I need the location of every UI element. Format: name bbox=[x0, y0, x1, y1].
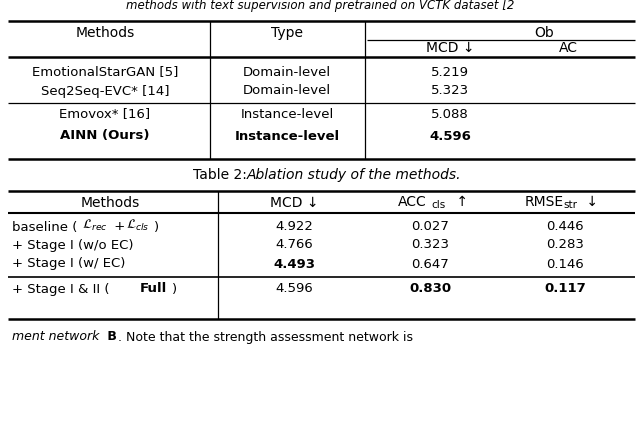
Text: $\mathcal{L}_{rec}$: $\mathcal{L}_{rec}$ bbox=[82, 218, 108, 233]
Text: Ablation study of the methods.: Ablation study of the methods. bbox=[247, 168, 461, 182]
Text: Domain-level: Domain-level bbox=[243, 66, 331, 79]
Text: ment network: ment network bbox=[12, 330, 99, 344]
Text: Domain-level: Domain-level bbox=[243, 85, 331, 97]
Text: . Note that the strength assessment network is: . Note that the strength assessment netw… bbox=[118, 330, 413, 344]
Text: 0.283: 0.283 bbox=[546, 239, 584, 251]
Text: ↑: ↑ bbox=[452, 194, 468, 208]
Text: Full: Full bbox=[140, 283, 167, 296]
Text: 5.088: 5.088 bbox=[431, 108, 469, 121]
Text: AC: AC bbox=[559, 41, 577, 55]
Text: Table 2:: Table 2: bbox=[193, 168, 252, 182]
Text: + Stage I & II (: + Stage I & II ( bbox=[12, 283, 109, 296]
Text: methods with text supervision and pretrained on VCTK dataset [2: methods with text supervision and pretra… bbox=[126, 0, 514, 12]
Text: ): ) bbox=[172, 283, 177, 296]
Text: 0.027: 0.027 bbox=[411, 221, 449, 233]
Text: 0.446: 0.446 bbox=[546, 221, 584, 233]
Text: 0.117: 0.117 bbox=[544, 283, 586, 296]
Text: Methods: Methods bbox=[81, 196, 140, 210]
Text: 5.219: 5.219 bbox=[431, 66, 469, 79]
Text: 4.493: 4.493 bbox=[273, 257, 315, 271]
Text: 0.323: 0.323 bbox=[411, 239, 449, 251]
Text: baseline (: baseline ( bbox=[12, 221, 77, 233]
Text: + Stage I (w/ EC): + Stage I (w/ EC) bbox=[12, 257, 125, 271]
Text: $\mathcal{L}_{cls}$: $\mathcal{L}_{cls}$ bbox=[126, 218, 150, 233]
Text: AINN (Ours): AINN (Ours) bbox=[60, 130, 150, 142]
Text: ↓: ↓ bbox=[582, 194, 598, 208]
Text: Instance-level: Instance-level bbox=[241, 108, 333, 121]
Text: + Stage I (w/o EC): + Stage I (w/o EC) bbox=[12, 239, 134, 251]
Text: Emovox* [16]: Emovox* [16] bbox=[60, 108, 150, 121]
Text: ACC: ACC bbox=[398, 194, 427, 208]
Text: Instance-level: Instance-level bbox=[234, 130, 340, 142]
Text: MCD ↓: MCD ↓ bbox=[269, 196, 318, 210]
Text: 4.766: 4.766 bbox=[275, 239, 313, 251]
Text: 5.323: 5.323 bbox=[431, 85, 469, 97]
Text: Methods: Methods bbox=[76, 26, 134, 40]
Text: MCD ↓: MCD ↓ bbox=[426, 41, 474, 55]
Text: cls: cls bbox=[431, 200, 445, 211]
Text: 0.647: 0.647 bbox=[411, 257, 449, 271]
Text: 0.146: 0.146 bbox=[546, 257, 584, 271]
Text: 4.922: 4.922 bbox=[275, 221, 313, 233]
Text: ): ) bbox=[154, 221, 159, 233]
Text: +: + bbox=[110, 221, 129, 233]
Text: 4.596: 4.596 bbox=[429, 130, 471, 142]
Text: RMSE: RMSE bbox=[525, 194, 564, 208]
Text: EmotionalStarGAN [5]: EmotionalStarGAN [5] bbox=[32, 66, 178, 79]
Text: Type: Type bbox=[271, 26, 303, 40]
Text: 0.830: 0.830 bbox=[409, 283, 451, 296]
Text: Seq2Seq-EVC* [14]: Seq2Seq-EVC* [14] bbox=[41, 85, 169, 97]
Text: 4.596: 4.596 bbox=[275, 283, 313, 296]
Text: Ob: Ob bbox=[534, 26, 554, 40]
Text: str: str bbox=[563, 200, 577, 211]
Text: B: B bbox=[103, 330, 117, 344]
